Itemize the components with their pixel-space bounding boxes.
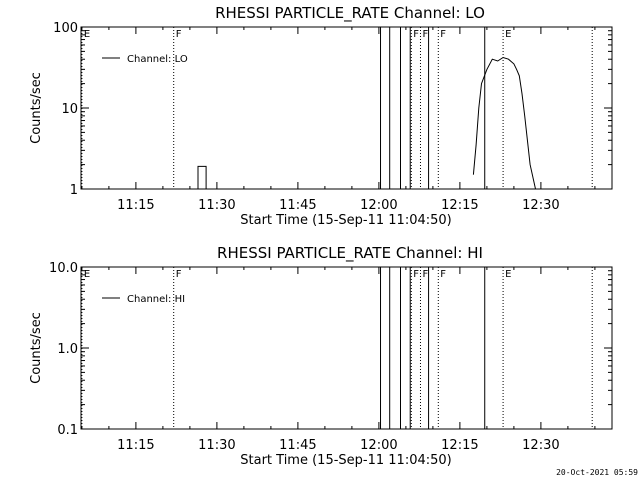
event-marker-label: F <box>176 269 182 280</box>
x-tick-label: 11:15 <box>117 198 154 213</box>
event-marker-label: F <box>440 269 446 280</box>
chart-title: RHESSI PARTICLE_RATE Channel: HI <box>217 244 483 263</box>
event-marker-label: F <box>440 29 446 40</box>
y-tick-label: 1 <box>70 183 78 198</box>
axis-ticks: 11:15 11:30 11:45 12:00 12:15 12:30 0.1 1.0 10.0 <box>49 261 612 453</box>
event-marker-label: F <box>413 269 419 280</box>
event-marker-label: F <box>422 269 428 280</box>
y-tick-label: 10 <box>61 102 78 117</box>
x-tick-label: 11:15 <box>117 438 154 453</box>
x-tick-label: 12:00 <box>360 198 397 213</box>
y-axis-label: Counts/sec <box>29 72 44 144</box>
legend-entry: Channel: HI <box>127 294 185 305</box>
y-tick-label: 10.0 <box>49 261 78 276</box>
y-axis-label: Counts/sec <box>29 312 44 384</box>
axis-ticks: 11:15 11:30 11:45 12:00 12:15 12:30 1 10 100 <box>53 21 612 213</box>
event-marker-label: E <box>505 269 511 280</box>
y-tick-label: 1.0 <box>57 342 78 357</box>
x-tick-label: 11:30 <box>198 438 235 453</box>
x-tick-label: 11:45 <box>279 438 316 453</box>
x-tick-label: 12:15 <box>441 198 478 213</box>
event-marker-label: E <box>84 29 90 40</box>
x-tick-label: 12:30 <box>522 438 559 453</box>
y-tick-label: 100 <box>53 21 78 36</box>
x-tick-label: 11:45 <box>279 198 316 213</box>
panel-hi: RHESSI PARTICLE_RATE Channel: HI Counts/… <box>29 244 613 468</box>
x-tick-label: 12:00 <box>360 438 397 453</box>
x-tick-label: 11:30 <box>198 198 235 213</box>
x-axis-label: Start Time (15-Sep-11 11:04:50) <box>240 453 451 468</box>
chart-title: RHESSI PARTICLE_RATE Channel: LO <box>215 4 485 23</box>
footer-timestamp: 20-Oct-2021 05:59 <box>556 468 638 477</box>
event-marker-label: F <box>176 29 182 40</box>
plot-frame <box>80 26 613 190</box>
event-marker-label: F <box>413 29 419 40</box>
x-axis-label: Start Time (15-Sep-11 11:04:50) <box>240 213 451 228</box>
series-line <box>472 56 536 190</box>
legend-entry: Channel: LO <box>127 54 188 65</box>
plot-frame <box>80 266 613 430</box>
event-marker-label: E <box>84 269 90 280</box>
x-tick-label: 12:30 <box>522 198 559 213</box>
event-marker-label: F <box>422 29 428 40</box>
y-tick-label: 0.1 <box>57 423 78 438</box>
panel-lo: RHESSI PARTICLE_RATE Channel: LO Counts/… <box>29 4 613 228</box>
data-series <box>197 56 536 190</box>
event-marker-label: E <box>505 29 511 40</box>
series-line <box>197 165 207 189</box>
x-tick-label: 12:15 <box>441 438 478 453</box>
